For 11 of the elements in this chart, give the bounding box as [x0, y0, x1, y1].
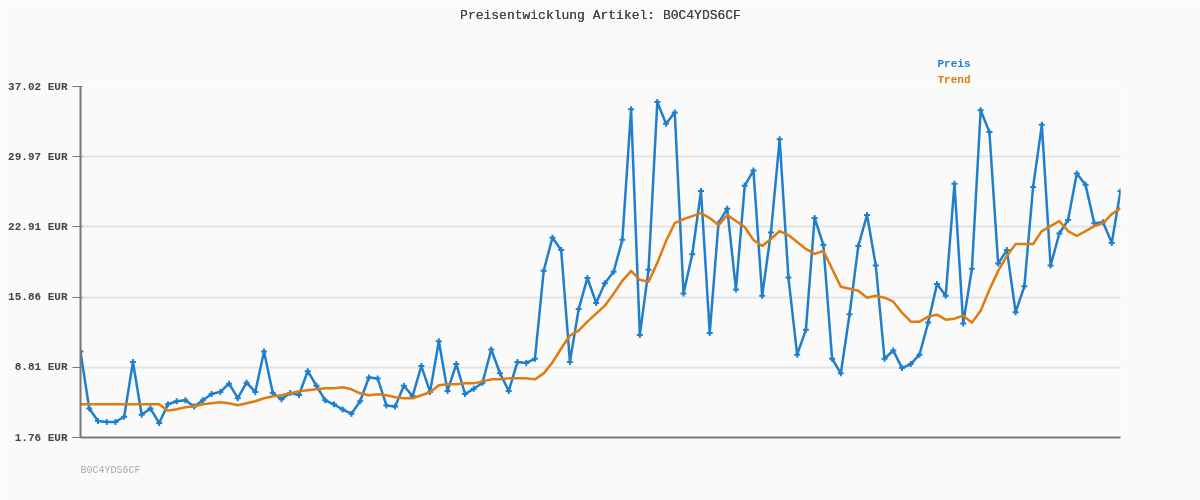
chart-title: Preisentwicklung Artikel: B0C4YDS6CF: [460, 7, 741, 23]
y-tick-label: 22.91 EUR: [8, 220, 68, 233]
y-tick-label: 15.86 EUR: [8, 291, 68, 304]
text: Trend: [937, 73, 971, 86]
text: Preis: [937, 57, 971, 70]
y-tick-label: 8.81 EUR: [14, 361, 68, 374]
y-tick-label: 29.97 EUR: [8, 150, 68, 163]
line-series: [80, 206, 1121, 412]
y-tick-label: 37.02 EUR: [8, 80, 68, 93]
text: B0C4YDS6CF: [80, 464, 141, 476]
y-tick-label: 1.76 EUR: [14, 431, 68, 444]
